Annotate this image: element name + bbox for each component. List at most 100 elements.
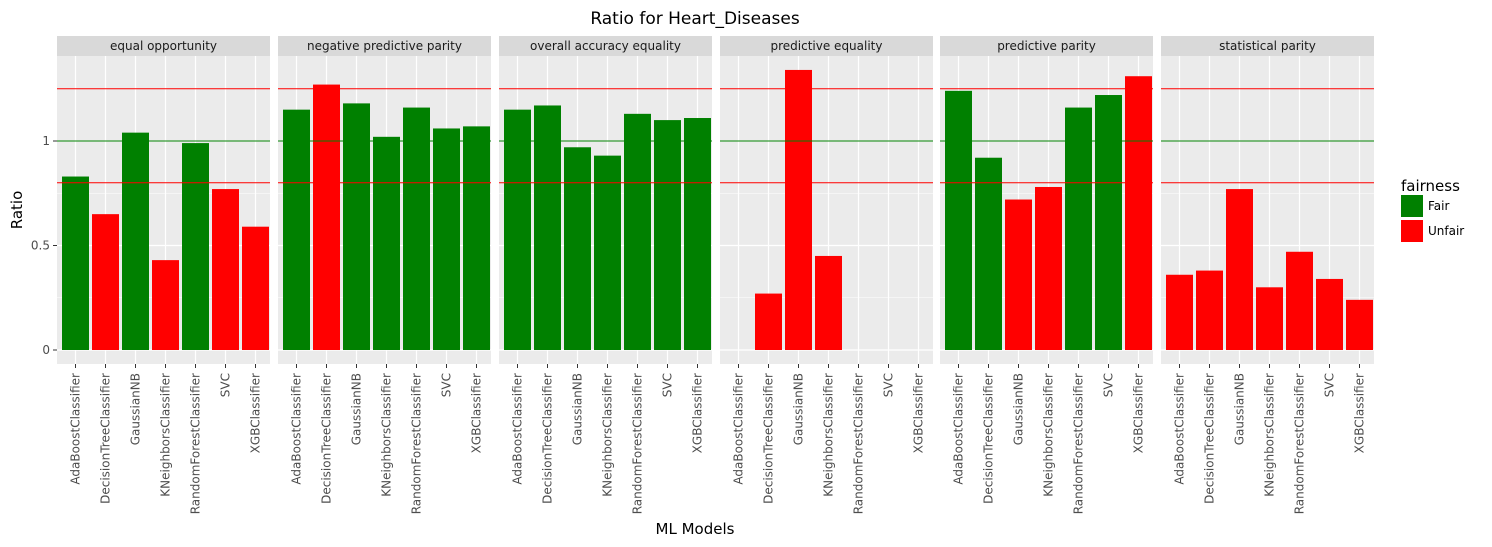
x-tick-label: AdaBoostClassifier — [732, 373, 746, 485]
bar — [343, 103, 370, 350]
x-tick-label: SVC — [1323, 373, 1337, 397]
bar — [755, 293, 782, 350]
bar — [373, 136, 400, 350]
x-tick-label: RandomForestClassifier — [1072, 373, 1086, 514]
legend-swatch — [1401, 195, 1423, 217]
facet-strip — [1161, 36, 1374, 56]
x-tick-label: AdaBoostClassifier — [952, 373, 966, 485]
x-tick-label: KNeighborsClassifier — [380, 373, 394, 497]
x-tick-label: SVC — [882, 373, 896, 397]
x-tick-label: RandomForestClassifier — [852, 373, 866, 514]
x-tick-label: XGBClassifier — [912, 373, 926, 453]
y-axis-title: Ratio — [8, 191, 26, 230]
x-tick-label: RandomForestClassifier — [1293, 373, 1307, 514]
bar — [433, 128, 460, 350]
bar — [564, 147, 591, 350]
facet-strip-label: predictive parity — [997, 39, 1096, 53]
x-tick-label: RandomForestClassifier — [631, 373, 645, 514]
x-tick-label: DecisionTreeClassifier — [541, 373, 555, 504]
bar — [504, 109, 531, 351]
bar — [1286, 251, 1313, 350]
facet-panels: equal opportunity AdaBoostClassifier Decis… — [57, 36, 1374, 514]
bar — [1346, 299, 1373, 350]
bar — [403, 107, 430, 350]
x-tick-label: GaussianNB — [792, 373, 806, 445]
facet-panel: overall accuracy equality AdaBoostClassif… — [499, 36, 712, 514]
bar — [313, 84, 340, 350]
x-tick-label: KNeighborsClassifier — [1263, 373, 1277, 497]
y-tick-label: 0.5 — [31, 239, 50, 253]
legend-label: Unfair — [1428, 224, 1464, 238]
x-tick-label: GaussianNB — [350, 373, 364, 445]
x-tick-label: DecisionTreeClassifier — [1203, 373, 1217, 504]
bar — [62, 176, 89, 350]
bar — [624, 113, 651, 350]
bar — [1226, 189, 1253, 350]
facet-panel: negative predictive parity AdaBoostClassi… — [278, 36, 491, 514]
facet-strip-label: equal opportunity — [110, 39, 217, 53]
bar — [182, 143, 209, 350]
x-tick-label: GaussianNB — [129, 373, 143, 445]
x-tick-label: SVC — [661, 373, 675, 397]
x-tick-label: XGBClassifier — [691, 373, 705, 453]
x-tick-label: XGBClassifier — [470, 373, 484, 453]
facet-panel: statistical parity AdaBoostClassifier Deci… — [1161, 36, 1374, 514]
x-tick-label: DecisionTreeClassifier — [320, 373, 334, 504]
bar — [815, 255, 842, 350]
x-tick-label: SVC — [1102, 373, 1116, 397]
facet-strip — [720, 36, 933, 56]
x-tick-label: GaussianNB — [1012, 373, 1026, 445]
x-tick-label: KNeighborsClassifier — [1042, 373, 1056, 497]
bar — [1196, 270, 1223, 350]
x-tick-label: SVC — [440, 373, 454, 397]
bar — [975, 157, 1002, 350]
x-tick-label: KNeighborsClassifier — [159, 373, 173, 497]
facet-panel: predictive parity AdaBoostClassifier Decis… — [940, 36, 1153, 514]
bar — [1035, 186, 1062, 350]
bar — [534, 105, 561, 350]
bar — [92, 214, 119, 350]
facet-strip — [278, 36, 491, 56]
bar — [122, 132, 149, 350]
facet-strip — [940, 36, 1153, 56]
facet-panel: equal opportunity AdaBoostClassifier Decis… — [57, 36, 270, 514]
bar — [152, 260, 179, 350]
legend-title: fairness — [1401, 177, 1460, 195]
facet-strip-label: negative predictive parity — [307, 39, 462, 53]
y-tick-label: 1 — [42, 134, 50, 148]
bar — [1065, 107, 1092, 350]
y-axis: 00.51 — [31, 134, 57, 357]
x-tick-label: AdaBoostClassifier — [69, 373, 83, 485]
bar — [1125, 76, 1152, 351]
bar — [283, 109, 310, 351]
facet-strip-label: overall accuracy equality — [530, 39, 681, 53]
x-tick-label: SVC — [219, 373, 233, 397]
x-tick-label: GaussianNB — [571, 373, 585, 445]
facet-panel: predictive equality AdaBoostClassifier Dec… — [720, 36, 933, 514]
x-tick-label: DecisionTreeClassifier — [99, 373, 113, 504]
x-tick-label: KNeighborsClassifier — [822, 373, 836, 497]
legend: fairness Fair Unfair — [1401, 177, 1464, 242]
x-tick-label: XGBClassifier — [249, 373, 263, 453]
x-tick-label: RandomForestClassifier — [410, 373, 424, 514]
bar — [1256, 287, 1283, 350]
bar — [684, 118, 711, 350]
x-tick-label: XGBClassifier — [1353, 373, 1367, 453]
bar — [1095, 95, 1122, 351]
x-tick-label: DecisionTreeClassifier — [762, 373, 776, 504]
x-tick-label: AdaBoostClassifier — [511, 373, 525, 485]
facet-strip — [57, 36, 270, 56]
x-tick-label: DecisionTreeClassifier — [982, 373, 996, 504]
bar — [785, 69, 812, 350]
chart-title: Ratio for Heart_Diseases — [590, 9, 800, 29]
x-tick-label: AdaBoostClassifier — [290, 373, 304, 485]
legend-label: Fair — [1428, 199, 1449, 213]
bar — [212, 189, 239, 350]
bar — [1005, 199, 1032, 350]
facet-strip-label: statistical parity — [1219, 39, 1316, 53]
bar — [242, 226, 269, 350]
bar — [945, 90, 972, 350]
bar — [463, 126, 490, 351]
facet-strip — [499, 36, 712, 56]
